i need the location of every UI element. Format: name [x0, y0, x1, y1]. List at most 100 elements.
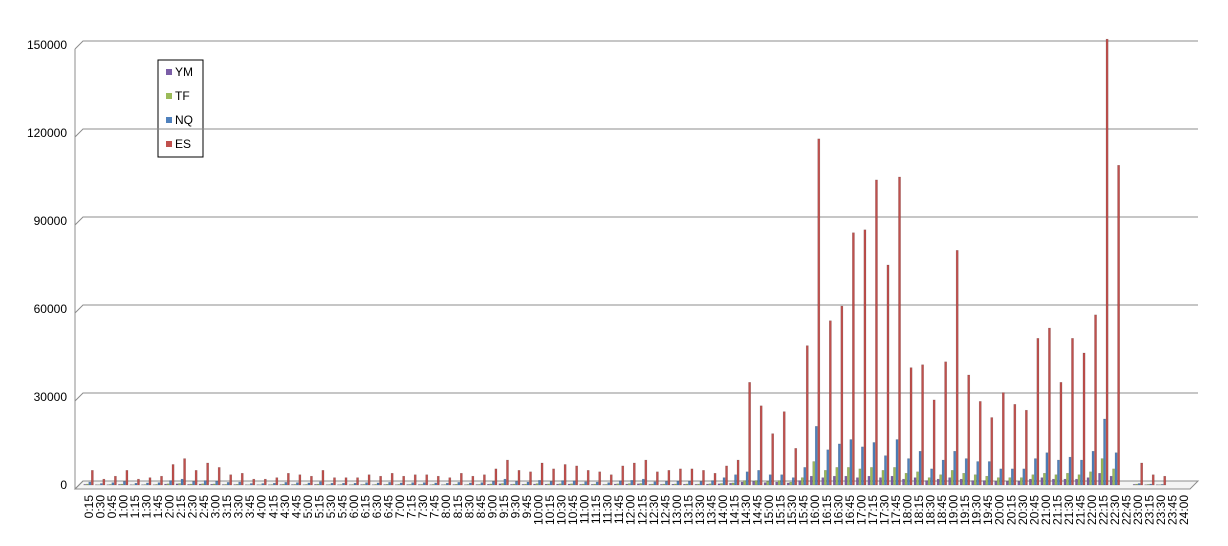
bar	[579, 484, 582, 486]
bar	[729, 482, 732, 486]
bar	[547, 483, 550, 486]
x-tick-label: 17:30	[877, 495, 891, 525]
bar	[1160, 484, 1164, 486]
bar	[881, 470, 885, 486]
bar	[656, 471, 659, 486]
bar	[487, 484, 490, 486]
bar	[187, 484, 190, 486]
bar	[376, 482, 380, 486]
bar	[552, 468, 555, 486]
x-tick-label: 2:30	[186, 495, 200, 519]
bar	[694, 484, 698, 486]
legend-swatch	[166, 69, 172, 75]
x-tick-label: 18:30	[924, 495, 938, 525]
bar	[171, 464, 175, 486]
bar	[858, 468, 862, 486]
bar	[102, 478, 106, 486]
bar	[994, 481, 998, 486]
bar	[613, 483, 617, 486]
bar	[1112, 468, 1115, 486]
bar	[469, 482, 472, 486]
bar	[1082, 352, 1086, 486]
bar	[529, 471, 532, 486]
bar	[985, 475, 989, 486]
bar	[927, 477, 931, 486]
bar	[789, 481, 793, 486]
bar	[379, 475, 382, 486]
x-tick-label: 5:45	[335, 495, 349, 519]
bar	[556, 483, 559, 486]
bar	[526, 481, 530, 486]
legend-box	[157, 59, 204, 158]
legend-label: NQ	[175, 113, 193, 127]
bar	[1063, 478, 1067, 486]
bar	[590, 484, 594, 486]
bar	[111, 482, 115, 486]
bar	[932, 399, 936, 486]
bar	[206, 462, 209, 486]
bar	[252, 478, 256, 486]
bar	[632, 462, 636, 486]
bar	[999, 468, 1003, 486]
bar	[665, 481, 668, 486]
x-tick-label: 20:45	[1027, 495, 1041, 525]
x-tick-label: 12:15	[635, 495, 649, 525]
bar	[431, 484, 435, 486]
bar	[367, 474, 371, 486]
x-tick-label: 12:30	[647, 495, 661, 525]
bar	[284, 482, 288, 486]
bar	[849, 439, 853, 486]
y-tick-label: 0	[60, 478, 67, 492]
bar	[982, 480, 986, 486]
grid-line	[74, 128, 1198, 138]
bar	[1114, 452, 1118, 486]
bar	[515, 481, 518, 486]
bar	[875, 179, 878, 486]
bar	[535, 483, 539, 486]
bar	[775, 481, 779, 486]
bar	[884, 455, 887, 486]
bar	[506, 459, 509, 486]
legend-swatch	[166, 117, 172, 123]
bar	[166, 483, 170, 486]
bar	[780, 474, 784, 486]
bar	[722, 477, 726, 486]
x-tick-label: 18:45	[935, 495, 949, 525]
bar	[420, 484, 424, 486]
bar	[708, 483, 712, 486]
bar	[478, 484, 481, 486]
bar	[198, 483, 202, 486]
bar	[86, 483, 89, 486]
x-tick-label: 13:00	[670, 495, 684, 525]
x-tick-label: 5:00	[301, 495, 315, 519]
bar	[425, 474, 429, 486]
bar	[1163, 475, 1167, 486]
x-tick-label: 12:00	[624, 495, 638, 525]
x-tick-label: 1:00	[116, 495, 130, 519]
bar	[1109, 475, 1113, 486]
bar	[385, 484, 389, 486]
bar	[314, 484, 317, 486]
x-tick-label: 13:45	[704, 495, 718, 525]
bar	[558, 483, 562, 486]
bar	[575, 465, 578, 486]
bar	[549, 481, 553, 486]
bar	[180, 478, 184, 486]
bar	[240, 473, 244, 486]
bar	[83, 484, 87, 486]
x-tick-label: 23:45	[1166, 495, 1180, 525]
x-tick-label: 1:15	[128, 495, 142, 519]
grid-line	[74, 216, 1198, 226]
bar	[662, 483, 666, 486]
bar	[886, 264, 890, 486]
bar	[791, 477, 795, 486]
x-tick-label: 19:30	[970, 495, 984, 525]
bar	[748, 382, 751, 486]
x-tick-label: 22:00	[1085, 495, 1099, 525]
bar	[293, 484, 297, 486]
x-tick-label: 20:30	[1016, 495, 1030, 525]
x-tick-label: 15:15	[774, 495, 788, 525]
x-tick-label: 11:00	[578, 495, 592, 524]
bar	[261, 483, 265, 486]
bar	[356, 477, 359, 486]
